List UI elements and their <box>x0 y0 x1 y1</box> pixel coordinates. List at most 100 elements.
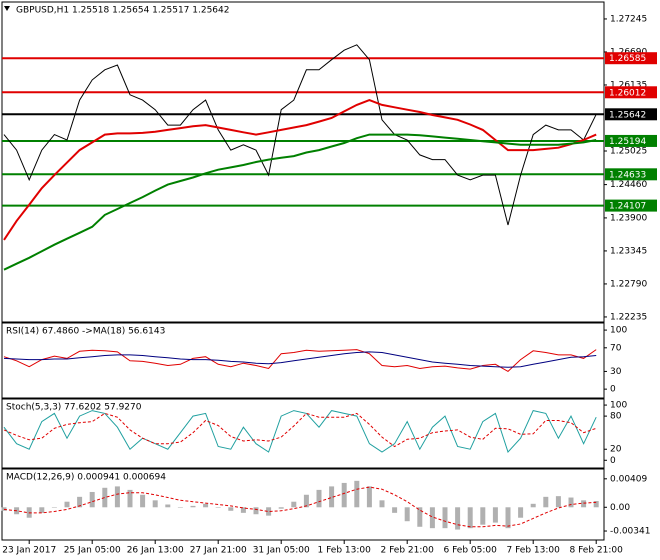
macd-bar <box>329 486 335 508</box>
level-box <box>605 134 657 147</box>
y-tick-label: 1.24460 <box>610 180 647 190</box>
macd-bar <box>366 486 372 508</box>
macd-bar <box>177 507 183 508</box>
macd-bar <box>492 507 498 523</box>
y-tick-label: 1.22235 <box>610 312 647 322</box>
level-box <box>605 199 657 212</box>
macd-bar <box>291 501 297 508</box>
x-tick-label: 31 Jan 05:00 <box>253 546 310 556</box>
series-line <box>3 410 597 453</box>
level-label: 1.24107 <box>609 202 646 212</box>
x-tick-label: 1 Feb 13:00 <box>318 546 372 556</box>
level-label: 1.26585 <box>609 54 646 64</box>
macd-bar <box>228 507 234 511</box>
y-tick-label: 0 <box>610 456 616 466</box>
macd-bar <box>89 491 95 508</box>
x-tick-label: 25 Jan 05:00 <box>64 546 121 556</box>
panel-frame <box>1 322 605 399</box>
macd-bar <box>530 503 536 508</box>
y-tick-label: 1.22790 <box>610 279 647 289</box>
macd-bar <box>555 496 561 508</box>
panel-title: GBPUSD,H1 1.25518 1.25654 1.25517 1.2564… <box>16 6 229 16</box>
level-box <box>605 168 657 181</box>
series-line <box>3 349 597 373</box>
macd-bar <box>480 507 486 525</box>
macd-bar <box>266 507 272 516</box>
macd-bar <box>64 501 70 508</box>
macd-bar <box>568 497 574 508</box>
panel-title: Stoch(5,3,3) 77.6202 57.9270 <box>6 403 142 413</box>
macd-bar <box>140 494 146 508</box>
y-tick-label: 1.25025 <box>610 146 647 156</box>
y-tick-label: 1.27245 <box>610 14 647 24</box>
series-line <box>3 486 597 528</box>
macd-bar <box>518 507 524 518</box>
macd-bar <box>215 507 221 508</box>
macd-bar <box>404 507 410 522</box>
y-tick-label: 80 <box>610 412 622 422</box>
macd-bar <box>316 489 322 508</box>
series-line <box>3 351 597 368</box>
macd-bar <box>165 504 171 508</box>
y-tick-label: 20 <box>610 445 622 455</box>
x-tick-label: 2 Feb 21:00 <box>381 546 435 556</box>
macd-bar <box>102 487 108 508</box>
x-tick-label: 6 Feb 05:00 <box>444 546 498 556</box>
macd-bar <box>429 507 435 529</box>
macd-bar <box>455 507 461 530</box>
x-tick-label: 7 Feb 13:00 <box>507 546 561 556</box>
series-line <box>3 412 597 448</box>
y-tick-label: 100 <box>610 326 627 336</box>
macd-bar <box>467 507 473 529</box>
x-tick-label: 23 Jan 2017 <box>2 546 56 556</box>
macd-bar <box>593 501 599 508</box>
series-line <box>3 44 597 226</box>
y-tick-label: 1.26135 <box>610 80 647 90</box>
panel-title: MACD(12,26,9) 0.000941 0.000694 <box>6 473 166 483</box>
y-tick-label: 100 <box>610 401 627 411</box>
panel-frame <box>1 398 605 469</box>
level-label: 1.24633 <box>609 170 646 180</box>
macd-bar <box>505 507 511 529</box>
macd-bar <box>51 507 57 508</box>
macd-bar <box>253 507 259 515</box>
x-tick-label: 27 Jan 21:00 <box>190 546 247 556</box>
macd-bar <box>240 507 246 513</box>
level-label: 1.25194 <box>609 137 646 147</box>
y-tick-label: 1.23345 <box>610 246 647 256</box>
macd-bar <box>39 507 45 513</box>
x-tick-label: 8 Feb 21:00 <box>570 546 624 556</box>
macd-bar <box>203 503 209 508</box>
macd-bar <box>114 486 120 508</box>
level-box <box>605 108 657 121</box>
panel-title: RSI(14) 67.4860 ->MA(18) 56.6143 <box>6 327 165 337</box>
macd-bar <box>190 505 196 508</box>
panel-frame <box>1 1 605 323</box>
y-tick-label: 0.00 <box>610 503 630 513</box>
y-tick-label: 1.23900 <box>610 213 647 223</box>
y-tick-label: 0.00409 <box>610 474 647 484</box>
series-line <box>3 133 597 271</box>
macd-bar <box>278 507 284 509</box>
level-box <box>605 86 657 99</box>
level-label: 1.25642 <box>609 110 646 120</box>
macd-bar <box>341 482 347 508</box>
y-tick-label: -0.00341 <box>610 527 650 537</box>
macd-bar <box>379 500 385 508</box>
macd-bar <box>152 500 158 508</box>
macd-bar <box>127 489 133 508</box>
macd-bar <box>581 500 587 508</box>
level-box <box>605 52 657 65</box>
macd-bar <box>442 507 448 529</box>
macd-bar <box>392 507 398 513</box>
macd-bar <box>543 496 549 508</box>
macd-bar <box>303 494 309 508</box>
y-tick-label: 70 <box>610 343 622 353</box>
macd-bar <box>354 480 360 508</box>
level-label: 1.26012 <box>609 88 646 98</box>
x-tick-label: 26 Jan 13:00 <box>127 546 184 556</box>
y-tick-label: 0 <box>610 385 616 395</box>
menu-arrow <box>4 6 10 11</box>
